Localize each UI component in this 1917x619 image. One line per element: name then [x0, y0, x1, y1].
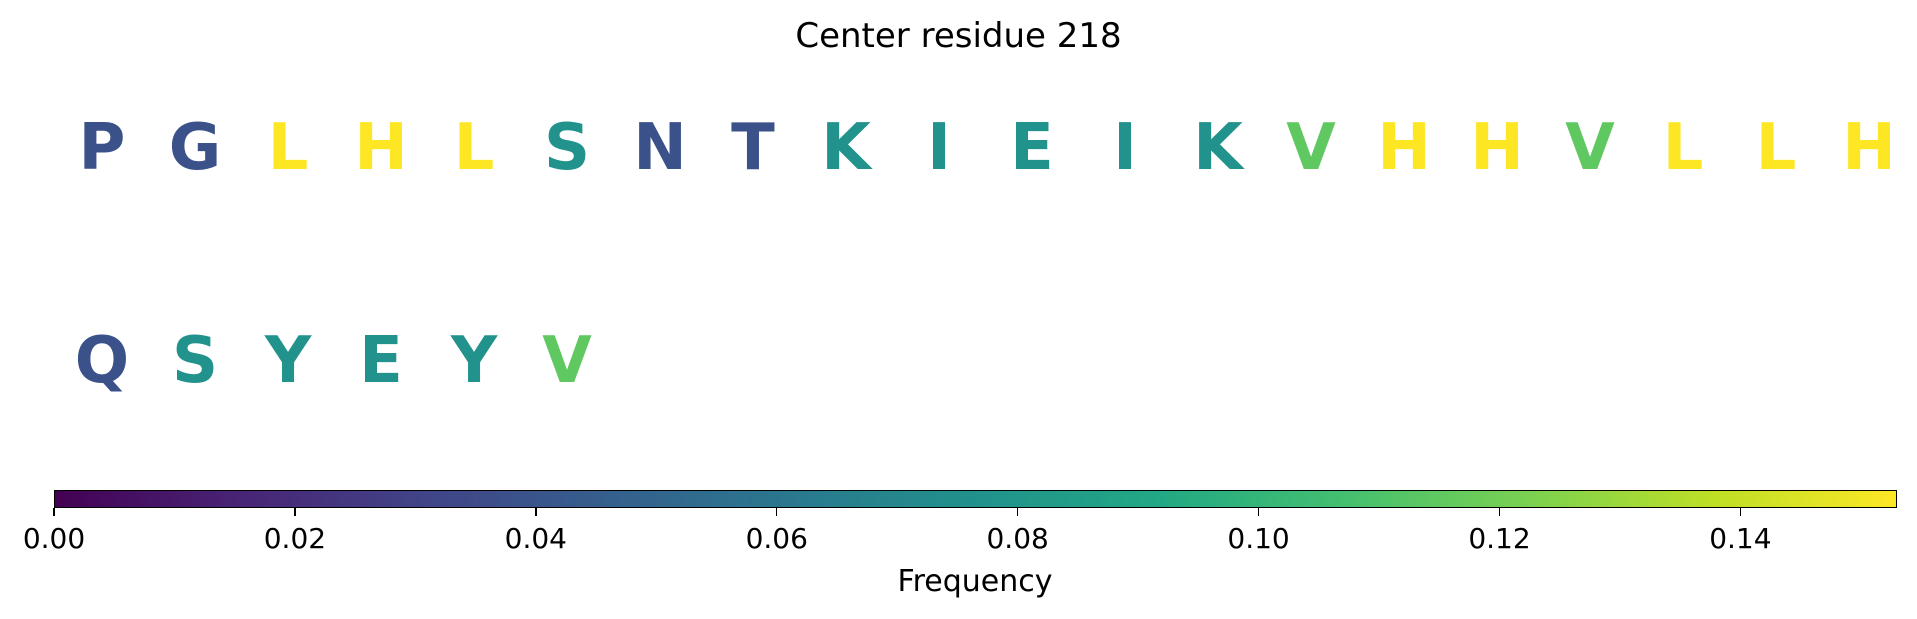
colorbar-tick-mark	[294, 508, 296, 516]
residue-letter: K	[1193, 111, 1243, 185]
colorbar-tick-label: 0.00	[22, 522, 86, 555]
residue-letter: G	[168, 111, 222, 185]
residue-letter: L	[267, 111, 309, 185]
residue-letter: I	[1113, 111, 1137, 185]
colorbar-tick-mark	[775, 508, 778, 516]
residue-letter: H	[1842, 111, 1896, 185]
residue-letter: I	[927, 111, 951, 185]
residue-letter: V	[1565, 111, 1615, 185]
colorbar-tick-label: 0.10	[1227, 522, 1290, 555]
colorbar-tick-mark	[535, 508, 537, 516]
residue-letter: S	[171, 324, 219, 398]
residue-letter: Q	[74, 324, 130, 398]
residue-letter: P	[78, 111, 126, 185]
colorbar-tick-label: 0.06	[745, 522, 808, 555]
residue-letter: L	[1662, 111, 1704, 185]
chart-title: Center residue 218	[795, 16, 1122, 56]
residue-letter: E	[1010, 111, 1054, 185]
residue-letter: H	[1470, 111, 1524, 185]
residue-letter: E	[359, 324, 403, 398]
residue-letter: V	[1286, 111, 1336, 185]
residue-letter: T	[731, 111, 775, 185]
colorbar-tick-mark	[1498, 508, 1501, 516]
residue-letter: N	[633, 111, 687, 185]
colorbar-tick-mark	[1016, 508, 1019, 516]
colorbar-tick-mark	[1257, 508, 1260, 516]
colorbar-tick-label: 0.14	[1709, 522, 1772, 555]
residue-letter: K	[821, 111, 871, 185]
colorbar-tick-label: 0.02	[263, 522, 327, 555]
colorbar	[54, 490, 1897, 508]
colorbar-tick-mark	[1739, 508, 1742, 516]
residue-letter: Y	[450, 324, 498, 398]
residue-letter: L	[453, 111, 495, 185]
residue-letter: H	[1377, 111, 1431, 185]
colorbar-tick-label: 0.04	[504, 522, 567, 555]
residue-letter: S	[543, 111, 591, 185]
residue-letter: Y	[264, 324, 312, 398]
colorbar-tick-mark	[53, 508, 55, 516]
residue-letter: V	[542, 324, 592, 398]
residue-letter: H	[354, 111, 408, 185]
colorbar-tick-label: 0.12	[1468, 522, 1531, 555]
residue-letter: L	[1755, 111, 1797, 185]
colorbar-label: Frequency	[897, 564, 1053, 599]
colorbar-tick-label: 0.08	[986, 522, 1049, 555]
